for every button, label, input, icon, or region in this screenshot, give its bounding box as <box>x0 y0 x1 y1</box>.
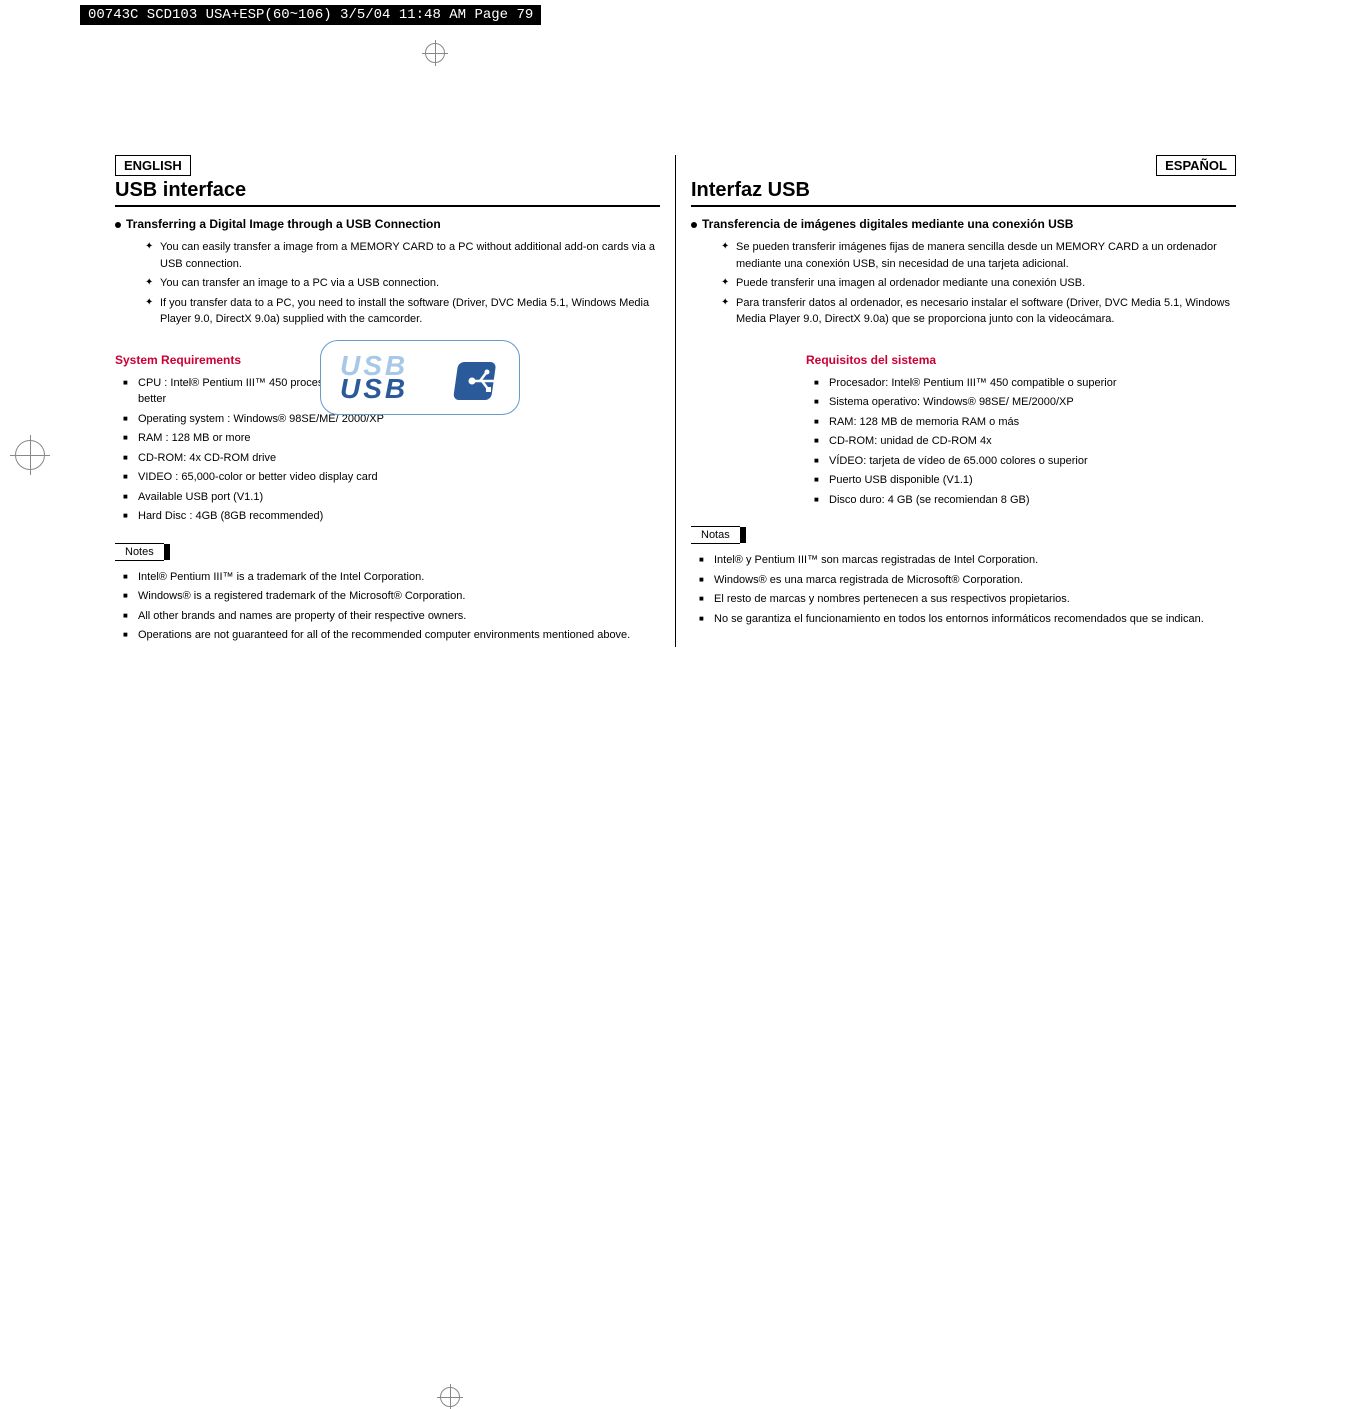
bullet-icon <box>691 222 697 228</box>
transfer-item-es: Para transferir datos al ordenador, es n… <box>721 295 1236 328</box>
registration-mark-top <box>425 43 445 63</box>
section-title-english: USB interface <box>115 179 660 207</box>
transfer-item-en: If you transfer data to a PC, you need t… <box>145 295 660 328</box>
spanish-column: ESPAÑOL Interfaz USB Transferencia de im… <box>676 155 1251 647</box>
registration-mark-bottom <box>440 1387 460 1407</box>
req-item-es: Puerto USB disponible (V1.1) <box>814 472 1236 489</box>
document-header: 00743C SCD103 USA+ESP(60~106) 3/5/04 11:… <box>80 5 541 25</box>
note-item-es: No se garantiza el funcionamiento en tod… <box>699 611 1236 628</box>
req-item-es: Procesador: Intel® Pentium III™ 450 comp… <box>814 375 1236 392</box>
note-item-en: Windows® is a registered trademark of th… <box>123 588 660 605</box>
svg-text:USB: USB <box>340 373 408 404</box>
usb-logo-svg: USB USB <box>335 350 505 405</box>
notes-label-es: Notas <box>691 526 740 544</box>
transfer-list-en: You can easily transfer a image from a M… <box>145 239 660 328</box>
subheading-transfer-en: Transferring a Digital Image through a U… <box>115 217 660 231</box>
subheading-transfer-es: Transferencia de imágenes digitales medi… <box>691 217 1236 231</box>
notes-label-en: Notes <box>115 543 164 561</box>
note-item-en: Intel® Pentium III™ is a trademark of th… <box>123 569 660 586</box>
content-container: ENGLISH USB interface Transferring a Dig… <box>100 155 1251 647</box>
subheading-text-en: Transferring a Digital Image through a U… <box>126 217 441 231</box>
lang-label-spanish: ESPAÑOL <box>1156 155 1236 176</box>
req-item-en: RAM : 128 MB or more <box>123 430 415 447</box>
req-item-es: Sistema operativo: Windows® 98SE/ ME/200… <box>814 394 1236 411</box>
usb-logo: USB USB <box>320 340 520 415</box>
req-item-en: Available USB port (V1.1) <box>123 489 415 506</box>
notes-list-en: Intel® Pentium III™ is a trademark of th… <box>123 569 660 644</box>
req-item-es: VÍDEO: tarjeta de vídeo de 65.000 colore… <box>814 453 1236 470</box>
page-number: 79 <box>779 695 791 707</box>
req-item-en: VIDEO : 65,000-color or better video dis… <box>123 469 415 486</box>
system-requirements-heading-es: Requisitos del sistema <box>806 353 1236 367</box>
req-item-es: RAM: 128 MB de memoria RAM o más <box>814 414 1236 431</box>
notes-list-es: Intel® y Pentium III™ son marcas registr… <box>699 552 1236 627</box>
note-item-es: Intel® y Pentium III™ son marcas registr… <box>699 552 1236 569</box>
registration-mark-left <box>15 440 45 470</box>
req-item-en: Hard Disc : 4GB (8GB recommended) <box>123 508 415 525</box>
requirements-list-es: Procesador: Intel® Pentium III™ 450 comp… <box>814 375 1236 509</box>
transfer-item-es: Puede transferir una imagen al ordenador… <box>721 275 1236 292</box>
transfer-item-es: Se pueden transferir imágenes fijas de m… <box>721 239 1236 272</box>
note-item-en: All other brands and names are property … <box>123 608 660 625</box>
note-item-es: Windows® es una marca registrada de Micr… <box>699 572 1236 589</box>
req-item-en: CD-ROM: 4x CD-ROM drive <box>123 450 415 467</box>
transfer-list-es: Se pueden transferir imágenes fijas de m… <box>721 239 1236 328</box>
lang-label-english: ENGLISH <box>115 155 191 176</box>
transfer-item-en: You can transfer an image to a PC via a … <box>145 275 660 292</box>
req-item-es: CD-ROM: unidad de CD-ROM 4x <box>814 433 1236 450</box>
subheading-text-es: Transferencia de imágenes digitales medi… <box>702 217 1073 231</box>
bullet-icon <box>115 222 121 228</box>
transfer-item-en: You can easily transfer a image from a M… <box>145 239 660 272</box>
note-item-en: Operations are not guaranteed for all of… <box>123 627 660 644</box>
section-title-spanish: Interfaz USB <box>691 179 1236 207</box>
note-item-es: El resto de marcas y nombres pertenecen … <box>699 591 1236 608</box>
req-item-es: Disco duro: 4 GB (se recomiendan 8 GB) <box>814 492 1236 509</box>
